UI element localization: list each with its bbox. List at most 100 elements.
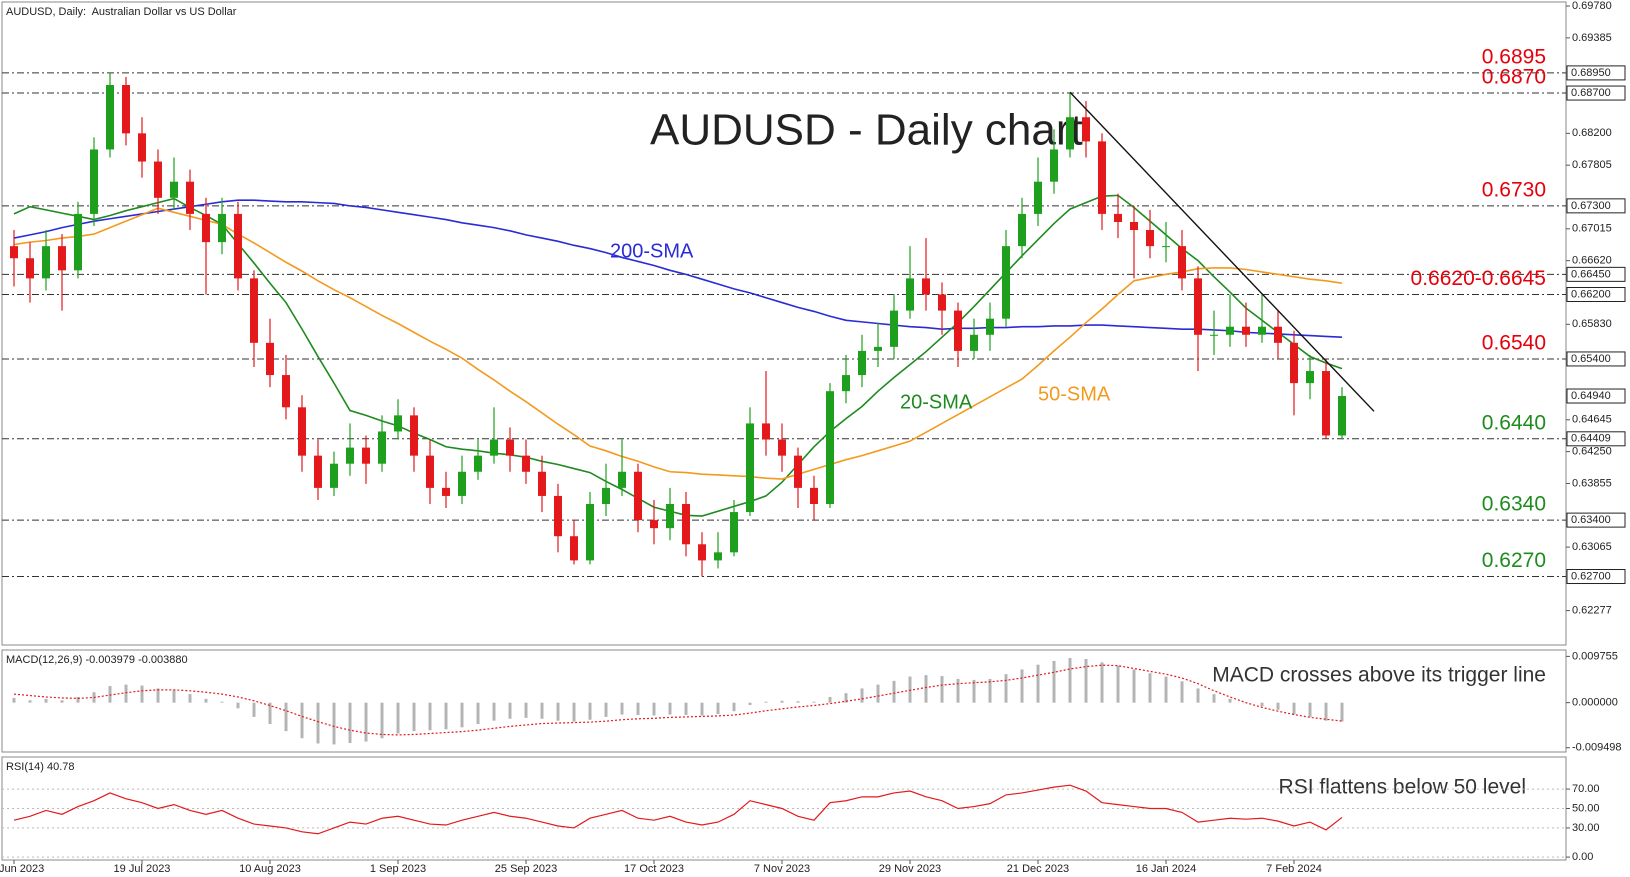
candle-body: [618, 471, 626, 488]
macd-bar: [236, 702, 240, 709]
candle-body: [538, 471, 546, 496]
macd-bar: [956, 678, 960, 703]
signal-line: [13, 664, 1343, 736]
macd-bar: [444, 702, 448, 730]
level-note: 0.6870: [1482, 66, 1546, 89]
candle-body: [1050, 149, 1058, 182]
candle-body: [794, 455, 802, 488]
level-axis-label: 0.68950: [1571, 67, 1611, 79]
macd-bar: [12, 697, 16, 703]
x-tick-label: 7 Nov 2023: [754, 863, 810, 875]
candle-body: [42, 246, 50, 279]
y-tick-label: 0.009755: [1572, 650, 1618, 662]
macd-bar: [1020, 669, 1024, 703]
chart-header: AUDUSD, Daily: Australian Dollar vs US D…: [6, 6, 237, 18]
candle-body: [362, 447, 370, 464]
macd-bar: [652, 702, 656, 716]
candle-body: [682, 503, 690, 545]
candle-body: [474, 455, 482, 472]
candle-body: [170, 181, 178, 198]
level-note: 0.6270: [1482, 549, 1546, 572]
macd-bar: [204, 698, 208, 703]
sma-line: [13, 199, 1343, 338]
macd-annotation: MACD crosses above its trigger line: [1212, 664, 1546, 687]
macd-bar: [844, 693, 848, 703]
macd-bar: [764, 701, 768, 703]
macd-bar: [1228, 698, 1232, 703]
x-tick-label: 29 Nov 2023: [879, 863, 941, 875]
y-tick-label: 0.64250: [1572, 446, 1612, 458]
macd-bar: [364, 702, 368, 742]
macd-bar: [332, 702, 336, 745]
candle-body: [1210, 334, 1218, 336]
y-tick-label: 70.00: [1572, 783, 1600, 795]
level-note: 0.6620-0.6645: [1411, 267, 1546, 290]
macd-bar: [812, 701, 816, 703]
x-tick-label: 1 Sep 2023: [370, 863, 426, 875]
macd-bar: [28, 700, 32, 703]
level-axis-label: 0.64409: [1571, 433, 1611, 445]
y-tick-label: 0.64645: [1572, 414, 1612, 426]
candle-body: [1066, 117, 1074, 150]
macd-bar: [460, 702, 464, 728]
x-tick-label: 25 Sep 2023: [495, 863, 557, 875]
candle-body: [698, 544, 706, 561]
candle-body: [202, 213, 210, 243]
macd-bar: [876, 684, 880, 703]
x-tick-label: 19 Jul 2023: [114, 863, 171, 875]
macd-bar: [940, 676, 944, 703]
level-axis-label: 0.68700: [1571, 87, 1611, 99]
macd-bar: [1116, 665, 1120, 703]
macd-bar: [396, 702, 400, 734]
macd-bar: [908, 676, 912, 703]
x-tick-label: 10 Aug 2023: [239, 863, 301, 875]
macd-bar: [556, 702, 560, 721]
candle-body: [266, 342, 274, 376]
macd-bar: [492, 702, 496, 721]
candle-body: [250, 278, 258, 343]
macd-bar: [828, 696, 832, 703]
y-tick-label: 0.63855: [1572, 477, 1612, 489]
macd-header: MACD(12,26,9) -0.003979 -0.003880: [6, 654, 188, 666]
candle-body: [1018, 213, 1026, 247]
x-tick-label: 27 Jun 2023: [0, 863, 44, 875]
level-axis-box: [1566, 431, 1626, 447]
macd-bar: [316, 702, 320, 744]
candle-body: [1114, 213, 1122, 222]
candle-body: [186, 181, 194, 214]
y-tick-label: 0.68200: [1572, 127, 1612, 139]
rsi-header: RSI(14) 40.78: [6, 761, 74, 773]
candle-body: [154, 161, 162, 198]
level-axis-box: [1566, 286, 1626, 302]
y-tick-label: 0.67015: [1572, 223, 1612, 235]
macd-bar: [300, 702, 304, 739]
macd-bar: [524, 702, 528, 718]
y-tick-label: 0.65830: [1572, 318, 1612, 330]
macd-bar: [604, 702, 608, 717]
candle-body: [650, 520, 658, 529]
x-tick-label: 21 Dec 2023: [1007, 863, 1069, 875]
rsi-line: [13, 784, 1343, 835]
macd-bar: [988, 678, 992, 703]
macd-bar: [1308, 702, 1312, 717]
sma-label: 200-SMA: [610, 240, 694, 262]
candle-body: [1098, 141, 1106, 214]
macd-bar: [716, 702, 720, 715]
level-axis-label: 0.66450: [1571, 268, 1611, 280]
candle-body: [138, 133, 146, 162]
x-tick-label: 16 Jan 2024: [1136, 863, 1197, 875]
level-axis-box: [1566, 85, 1626, 101]
sma-label: 50-SMA: [1038, 383, 1111, 405]
candle-body: [298, 407, 306, 456]
y-tick-label: 0.69780: [1572, 0, 1612, 12]
macd-bar: [252, 702, 256, 717]
y-tick-label: 0.69385: [1572, 32, 1612, 44]
macd-bar: [684, 702, 688, 715]
y-tick-label: 0.000000: [1572, 697, 1618, 709]
macd-bar: [348, 702, 352, 743]
macd-bar: [972, 679, 976, 703]
macd-bar: [572, 702, 576, 722]
macd-bar: [1052, 660, 1056, 703]
level-axis-box: [1566, 512, 1626, 528]
